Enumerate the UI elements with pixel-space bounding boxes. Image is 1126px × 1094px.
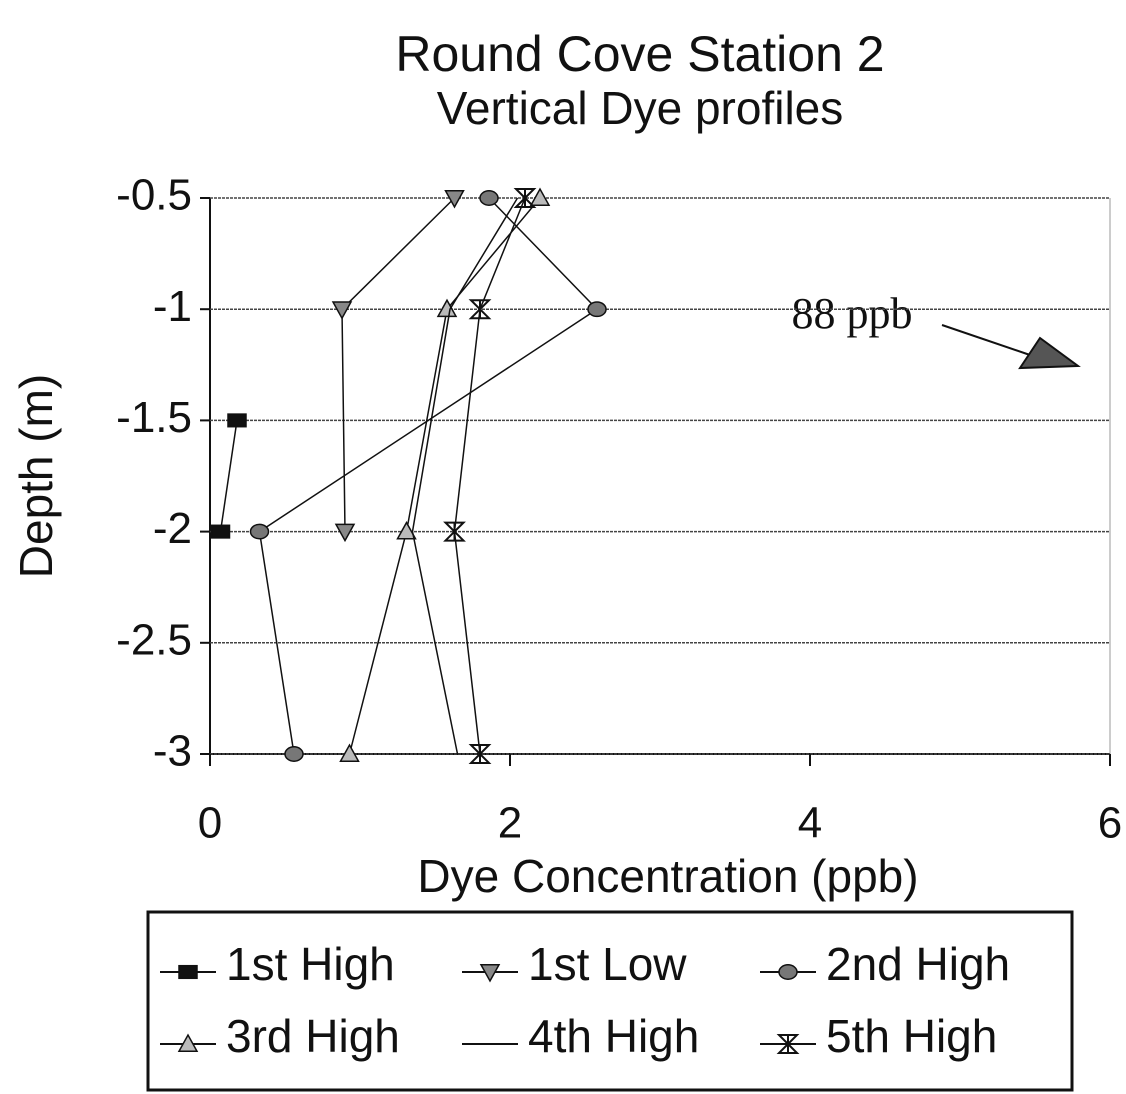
series-line — [411, 197, 519, 755]
marker — [444, 190, 465, 209]
annotation-arrow — [941, 324, 1031, 356]
marker — [227, 413, 247, 428]
marker — [468, 299, 492, 320]
annotation: 88 ppb — [792, 289, 913, 338]
legend-marker — [479, 964, 501, 983]
marker — [587, 301, 607, 318]
chart-subtitle: Vertical Dye profiles — [437, 82, 844, 134]
legend-box — [146, 910, 1074, 1092]
y-tick-label: -2.5 — [116, 615, 192, 664]
marker — [284, 746, 304, 762]
y-tick-label: -1.5 — [116, 393, 192, 442]
legend-label: 2nd High — [826, 938, 1010, 990]
legend-label: 1st High — [226, 938, 395, 990]
x-tick-label: 6 — [1098, 799, 1122, 848]
marker — [443, 521, 466, 542]
y-tick-label: -2 — [153, 504, 192, 553]
y-tick-label: -0.5 — [116, 171, 192, 220]
annotation-arrowhead — [1018, 336, 1081, 370]
y-tick-label: -1 — [153, 282, 192, 331]
legend-label: 3rd High — [226, 1010, 400, 1062]
marker — [339, 743, 360, 762]
chart-title: Round Cove Station 2 — [395, 26, 884, 82]
legend-marker — [177, 1033, 199, 1052]
marker — [396, 521, 417, 540]
x-tick-label: 4 — [798, 799, 822, 848]
x-axis-label: Dye Concentration (ppb) — [417, 850, 918, 902]
legend-label: 4th High — [528, 1010, 699, 1062]
y-tick-label: -3 — [153, 727, 192, 776]
series-line — [348, 197, 541, 755]
marker — [479, 190, 499, 206]
legend-marker — [776, 1034, 800, 1054]
x-tick-label: 2 — [498, 799, 522, 848]
marker — [249, 523, 270, 540]
series-line — [258, 197, 599, 755]
legend-label: 5th High — [826, 1010, 997, 1062]
x-tick-label: 0 — [198, 799, 222, 848]
legend-marker — [778, 964, 798, 980]
series-line — [453, 197, 526, 755]
marker — [513, 188, 537, 208]
legend-label: 1st Low — [528, 938, 687, 990]
y-axis-label: Depth (m) — [10, 374, 62, 578]
marker — [334, 523, 356, 543]
legend-marker — [178, 964, 198, 980]
marker — [468, 744, 492, 764]
marker — [436, 298, 458, 318]
series-line — [219, 420, 238, 532]
marker — [331, 301, 353, 320]
marker — [210, 524, 231, 539]
marker — [529, 187, 551, 206]
